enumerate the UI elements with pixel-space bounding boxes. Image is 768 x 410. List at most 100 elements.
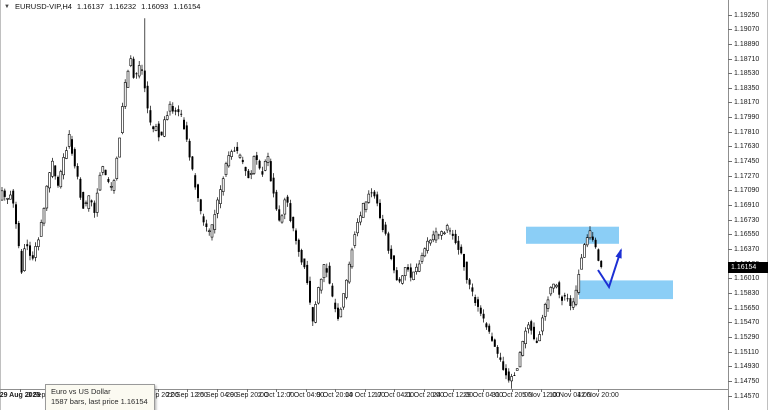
price-tick [728,336,732,338]
time-tick [365,389,366,392]
ohlc-open: 1.16137 [76,2,105,11]
chart-marker-icon: ▼ [4,3,10,10]
price-axis-label: 1.19250 [734,11,760,19]
price-tick [728,322,732,324]
price-axis-label: 1.15110 [734,348,759,356]
price-axis-label: 1.16910 [734,202,760,209]
time-axis-label: 14 Oct 12:00 [344,392,386,399]
price-tick [728,205,732,206]
price-tick [728,278,732,280]
time-tick [187,389,188,392]
ohlc-close: 1.16154 [173,2,201,11]
candlestick-layer [0,58,603,382]
time-tick [247,389,248,392]
time-axis-label: 7 Oct 04:00 [287,392,325,399]
time-tick [335,389,336,392]
time-tick [512,389,513,392]
price-axis-label: 1.15290 [734,333,760,341]
price-tick [728,14,732,16]
time-axis-label: 17 Sep 20:00 [137,392,179,399]
price-axis-label: 1.15470 [734,319,760,327]
symbol-tooltip: Euro vs US Dollar 1587 bars, last price … [45,384,155,410]
time-tick [541,389,542,392]
tooltip-bars-info: 1587 bars, last price 1.16154 [51,397,148,407]
price-axis-label: 1.17990 [734,114,760,122]
time-axis-label: 10 Nov 04:00 [549,392,591,399]
ohlc-high: 1.16232 [109,2,137,11]
candle-wicks [1,18,602,389]
supply-zone-rect[interactable] [526,226,619,244]
time-tick [453,389,454,392]
price-tick [728,249,732,250]
time-axis-label: 31 Oct 20:00 [491,392,533,399]
price-tick [728,43,732,45]
price-tick [728,131,732,133]
price-axis-label: 1.17090 [734,187,760,195]
price-axis-label: 1.18170 [734,99,760,107]
price-axis-label: 1.16370 [734,246,760,253]
price-tick [728,351,732,353]
price-tick [728,87,732,89]
price-axis-label: 1.15650 [734,304,760,312]
price-tick [728,219,732,221]
time-tick [483,389,484,392]
price-axis-label: 1.18890 [734,40,760,48]
time-tick [570,389,571,392]
price-axis-label: 1.17810 [734,128,760,136]
time-tick [276,389,277,392]
price-axis-label: 1.17630 [734,143,760,151]
time-tick [217,389,218,392]
price-tick [728,58,732,60]
price-axis-label: 1.14750 [734,377,760,385]
time-axis-label: 5 Nov 12:00 [522,392,560,399]
time-tick [424,389,425,392]
time-axis-label: 29 Oct 04:00 [462,392,504,399]
time-axis-label: 22 Sep 12:00 [166,392,208,399]
price-axis-label: 1.17450 [734,158,760,165]
window-left-border [0,0,1,410]
time-tick [394,389,395,392]
price-tick [728,29,732,31]
price-axis-label: 1.16730 [734,216,760,224]
time-axis-label: 9 Oct 20:00 [316,392,354,399]
tooltip-symbol-name: Euro vs US Dollar [51,387,111,396]
time-axis-label: 24 Oct 12:00 [432,392,474,399]
time-axis-label: 25 Sep 04:00 [196,392,238,399]
price-axis-label: 1.16010 [734,275,760,283]
time-axis-label: 17 Oct 04:00 [373,392,415,399]
arrow-head-icon [615,248,622,259]
price-tick [728,117,732,119]
demand-zone-rect[interactable] [579,280,673,300]
time-axis-label: 29 Sep 20:00 [226,392,268,399]
price-tick [728,102,732,104]
price-tick [728,175,732,177]
time-tick [598,389,599,392]
price-axis-label: 1.18530 [734,70,760,78]
price-axis-label: 1.18710 [734,55,760,63]
chart-title-overlay: ▼ EURUSD-VIP,H4 1.16137 1.16232 1.16093 … [4,2,201,11]
price-axis-label: 1.14930 [734,363,760,371]
price-tick [728,395,732,397]
time-tick [306,389,307,392]
price-axis-label: 1.19070 [734,26,760,34]
price-tick [728,307,732,309]
price-tick [728,292,732,294]
current-price-badge: 1.16154 [728,261,768,273]
price-tick [728,380,732,382]
price-tick [728,161,732,162]
trade-direction-arrow[interactable] [597,249,622,290]
price-tick [728,234,732,236]
time-axis-label: 21 Oct 20:00 [403,392,445,399]
time-axis-label: 2 Oct 12:00 [257,392,295,399]
price-axis-label: 1.16550 [734,231,760,239]
time-tick [20,389,21,392]
price-axis-label: 1.14570 [734,392,760,400]
price-tick [728,73,732,75]
symbol-period-label: EURUSD-VIP,H4 [14,2,72,11]
price-tick [728,190,732,192]
price-tick [728,146,732,148]
ohlc-low: 1.16093 [141,2,169,11]
time-axis-label: 12 Nov 20:00 [577,392,619,399]
